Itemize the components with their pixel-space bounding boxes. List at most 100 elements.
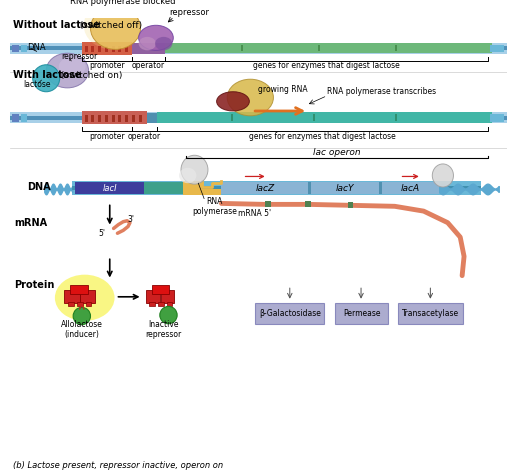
Text: β-Galactosidase: β-Galactosidase xyxy=(259,309,321,318)
Bar xyxy=(231,114,233,121)
Bar xyxy=(221,182,308,194)
Text: lacA: lacA xyxy=(401,184,420,193)
Text: repressor: repressor xyxy=(170,8,210,18)
Bar xyxy=(490,44,504,52)
Text: lacY: lacY xyxy=(336,184,354,193)
Bar xyxy=(118,115,121,122)
Text: promoter: promoter xyxy=(89,61,125,70)
Bar xyxy=(381,182,439,194)
Text: DNA: DNA xyxy=(27,182,51,192)
Bar xyxy=(125,45,128,52)
Bar xyxy=(68,302,74,307)
Bar xyxy=(72,186,481,190)
Bar xyxy=(395,114,397,121)
Text: DNA: DNA xyxy=(27,43,45,52)
Bar xyxy=(10,43,507,54)
Text: Inactive
repressor: Inactive repressor xyxy=(146,320,182,339)
Bar xyxy=(139,115,142,122)
Text: Permease: Permease xyxy=(343,309,381,318)
Bar xyxy=(92,45,94,52)
Bar xyxy=(86,302,92,307)
Bar xyxy=(146,290,160,303)
Bar xyxy=(10,112,507,123)
Bar xyxy=(183,181,202,195)
Text: genes for enzymes that digest lactose: genes for enzymes that digest lactose xyxy=(253,61,400,70)
Bar xyxy=(147,113,157,123)
Bar xyxy=(82,111,147,124)
Bar xyxy=(21,114,27,122)
Ellipse shape xyxy=(84,1,140,49)
Bar xyxy=(152,285,170,294)
Text: lacZ: lacZ xyxy=(255,184,275,193)
Bar xyxy=(158,302,164,307)
Text: Protein: Protein xyxy=(14,280,55,290)
Text: mRNA: mRNA xyxy=(14,218,48,228)
Text: operator: operator xyxy=(128,131,161,140)
Bar xyxy=(65,290,80,303)
Text: Transacetylase: Transacetylase xyxy=(402,309,459,318)
Bar xyxy=(265,201,270,207)
Bar xyxy=(92,115,94,122)
Bar xyxy=(118,45,121,52)
Bar xyxy=(10,116,507,120)
Text: (switched off): (switched off) xyxy=(77,21,142,30)
Bar xyxy=(161,290,174,303)
Bar xyxy=(144,182,183,194)
Bar xyxy=(11,114,19,122)
Bar xyxy=(85,115,87,122)
Text: lacI: lacI xyxy=(102,184,117,193)
Text: growing RNA: growing RNA xyxy=(258,85,308,94)
Text: Without lactose: Without lactose xyxy=(12,20,99,30)
Bar xyxy=(72,181,481,195)
Text: mRNA 5': mRNA 5' xyxy=(238,209,271,218)
Text: RNA polymerase transcribes: RNA polymerase transcribes xyxy=(327,87,436,96)
Ellipse shape xyxy=(55,275,115,321)
Text: lac operon: lac operon xyxy=(313,148,361,157)
Text: lactose: lactose xyxy=(23,79,50,88)
Bar xyxy=(105,45,108,52)
Bar xyxy=(80,290,95,303)
Bar xyxy=(241,44,242,51)
Bar xyxy=(164,43,492,53)
Bar xyxy=(202,189,221,195)
Ellipse shape xyxy=(139,37,156,50)
Text: genes for enzymes that digest lactose: genes for enzymes that digest lactose xyxy=(249,131,396,140)
Text: Allolactose
(inducer): Allolactose (inducer) xyxy=(61,320,103,339)
Bar xyxy=(112,45,115,52)
Text: With lactose: With lactose xyxy=(12,70,81,80)
Bar xyxy=(379,182,382,194)
Bar xyxy=(82,42,132,55)
Circle shape xyxy=(33,65,59,92)
Bar xyxy=(11,44,19,52)
Ellipse shape xyxy=(46,53,88,88)
Bar xyxy=(105,115,108,122)
Bar xyxy=(395,44,397,51)
Bar xyxy=(10,46,507,50)
Bar xyxy=(305,201,311,207)
Ellipse shape xyxy=(432,164,453,187)
Bar xyxy=(70,285,87,294)
Bar xyxy=(98,45,101,52)
Circle shape xyxy=(73,307,90,325)
Text: RNA polymerase blocked: RNA polymerase blocked xyxy=(70,0,176,6)
Ellipse shape xyxy=(139,25,173,50)
Text: (switched on): (switched on) xyxy=(58,71,122,80)
Bar xyxy=(75,182,144,194)
Bar xyxy=(318,44,320,51)
Bar xyxy=(112,115,115,122)
Ellipse shape xyxy=(217,92,249,111)
Bar xyxy=(310,182,379,194)
Bar xyxy=(398,303,463,324)
Circle shape xyxy=(160,307,177,324)
Bar xyxy=(313,114,315,121)
Ellipse shape xyxy=(227,79,273,116)
Text: (b) Lactose present, repressor inactive, operon on: (b) Lactose present, repressor inactive,… xyxy=(12,461,223,470)
Bar xyxy=(21,44,27,52)
Text: 3': 3' xyxy=(127,215,134,224)
Bar xyxy=(255,303,325,324)
Bar xyxy=(166,302,172,307)
Bar xyxy=(157,112,492,123)
Text: operator: operator xyxy=(132,61,165,70)
Ellipse shape xyxy=(59,57,86,76)
Bar xyxy=(335,303,388,324)
